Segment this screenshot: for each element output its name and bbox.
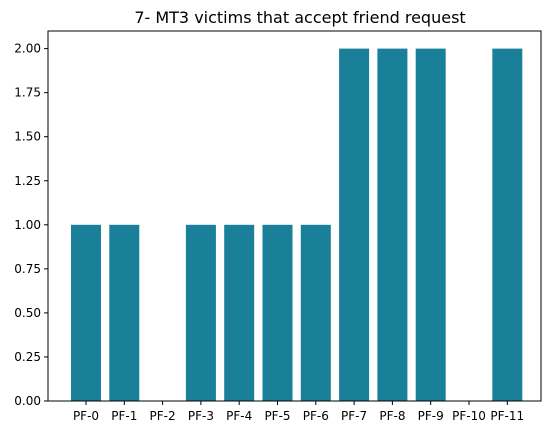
chart-title: 7- MT3 victims that accept friend reques…	[134, 8, 465, 27]
bar-pf-6	[300, 224, 331, 401]
ticks-layer: PF-0 PF-1 PF-2 PF-3 PF-4 PF-5 PF-6 PF-7 PF-8 PF-9…	[14, 42, 524, 423]
x-tick-label: PF-3	[188, 409, 214, 423]
x-tick-label: PF-2	[150, 409, 176, 423]
x-tick-label: PF-7	[341, 409, 367, 423]
y-tick-label: 0.50	[14, 306, 41, 320]
bar-pf-7	[339, 48, 370, 402]
bar-pf-0	[71, 224, 101, 401]
y-tick-label: 0.00	[14, 394, 41, 408]
y-tick-label: 2.00	[14, 42, 41, 56]
x-tick-label: PF-5	[264, 409, 290, 423]
x-tick-label: PF-4	[226, 409, 252, 423]
bars-layer	[71, 48, 523, 402]
x-tick-label: PF-10	[452, 409, 486, 423]
bar-pf-4	[224, 224, 255, 401]
x-tick-label: PF-0	[73, 409, 99, 423]
plot-frame	[47, 30, 542, 402]
x-tick-label: PF-11	[490, 409, 524, 423]
bar-pf-9	[415, 48, 446, 402]
y-tick-label: 1.00	[14, 218, 41, 232]
y-tick-label: 1.25	[14, 174, 41, 188]
bar-pf-1	[109, 224, 140, 401]
y-tick-label: 1.50	[14, 130, 41, 144]
y-tick-label: 0.75	[14, 262, 41, 276]
bar-pf-3	[185, 224, 216, 401]
bar-pf-8	[377, 48, 408, 402]
x-tick-label: PF-9	[418, 409, 444, 423]
x-tick-label: PF-1	[111, 409, 137, 423]
bar-pf-11	[492, 48, 523, 402]
y-tick-label: 1.75	[14, 86, 41, 100]
bar-pf-5	[262, 224, 293, 401]
x-tick-label: PF-6	[303, 409, 329, 423]
x-tick-label: PF-8	[379, 409, 405, 423]
y-tick-label: 0.25	[14, 350, 41, 364]
